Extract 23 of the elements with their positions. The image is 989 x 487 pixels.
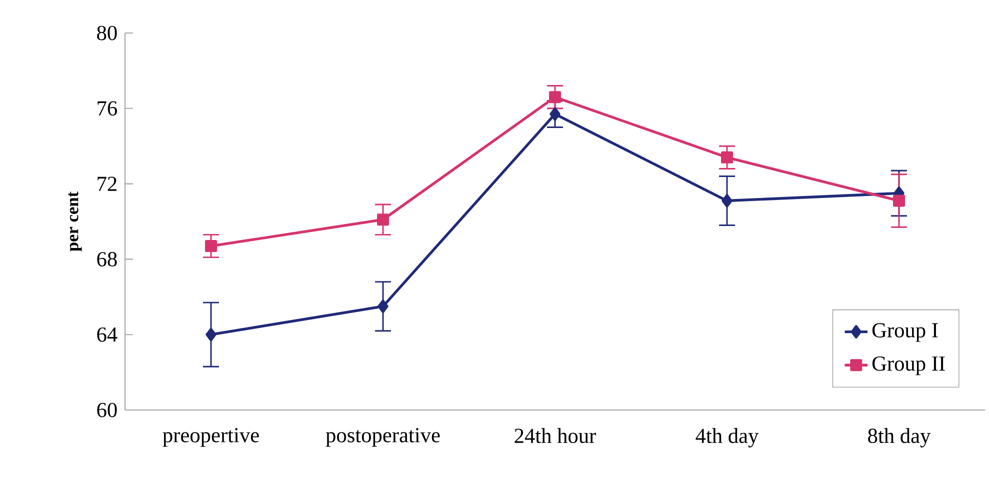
- point: [549, 91, 562, 104]
- point: [378, 300, 388, 313]
- y-tick-label: 68: [97, 252, 117, 266]
- y-tick-label: 60: [97, 402, 117, 418]
- point: [550, 107, 560, 121]
- legend-label: Group I: [872, 323, 938, 342]
- x-tick-label: postoperative: [326, 428, 440, 447]
- point: [722, 194, 732, 208]
- legend-label: Group II: [872, 356, 945, 376]
- y-axis-title: per cent: [68, 192, 82, 252]
- y-tick-label: 80: [97, 26, 117, 40]
- point: [205, 240, 218, 252]
- point: [377, 214, 390, 226]
- x-tick-label: preopertive: [162, 428, 259, 447]
- x-tick-label: 4th day: [696, 428, 759, 448]
- y-tick-label: 64: [97, 327, 118, 342]
- point: [893, 194, 905, 207]
- x-tick-label: 8th day: [868, 428, 931, 448]
- point: [206, 328, 216, 342]
- y-tick-label: 72: [98, 176, 116, 191]
- point: [721, 151, 733, 164]
- y-tick-label: 76: [98, 101, 117, 116]
- x-tick-label: 24th hour: [514, 428, 596, 444]
